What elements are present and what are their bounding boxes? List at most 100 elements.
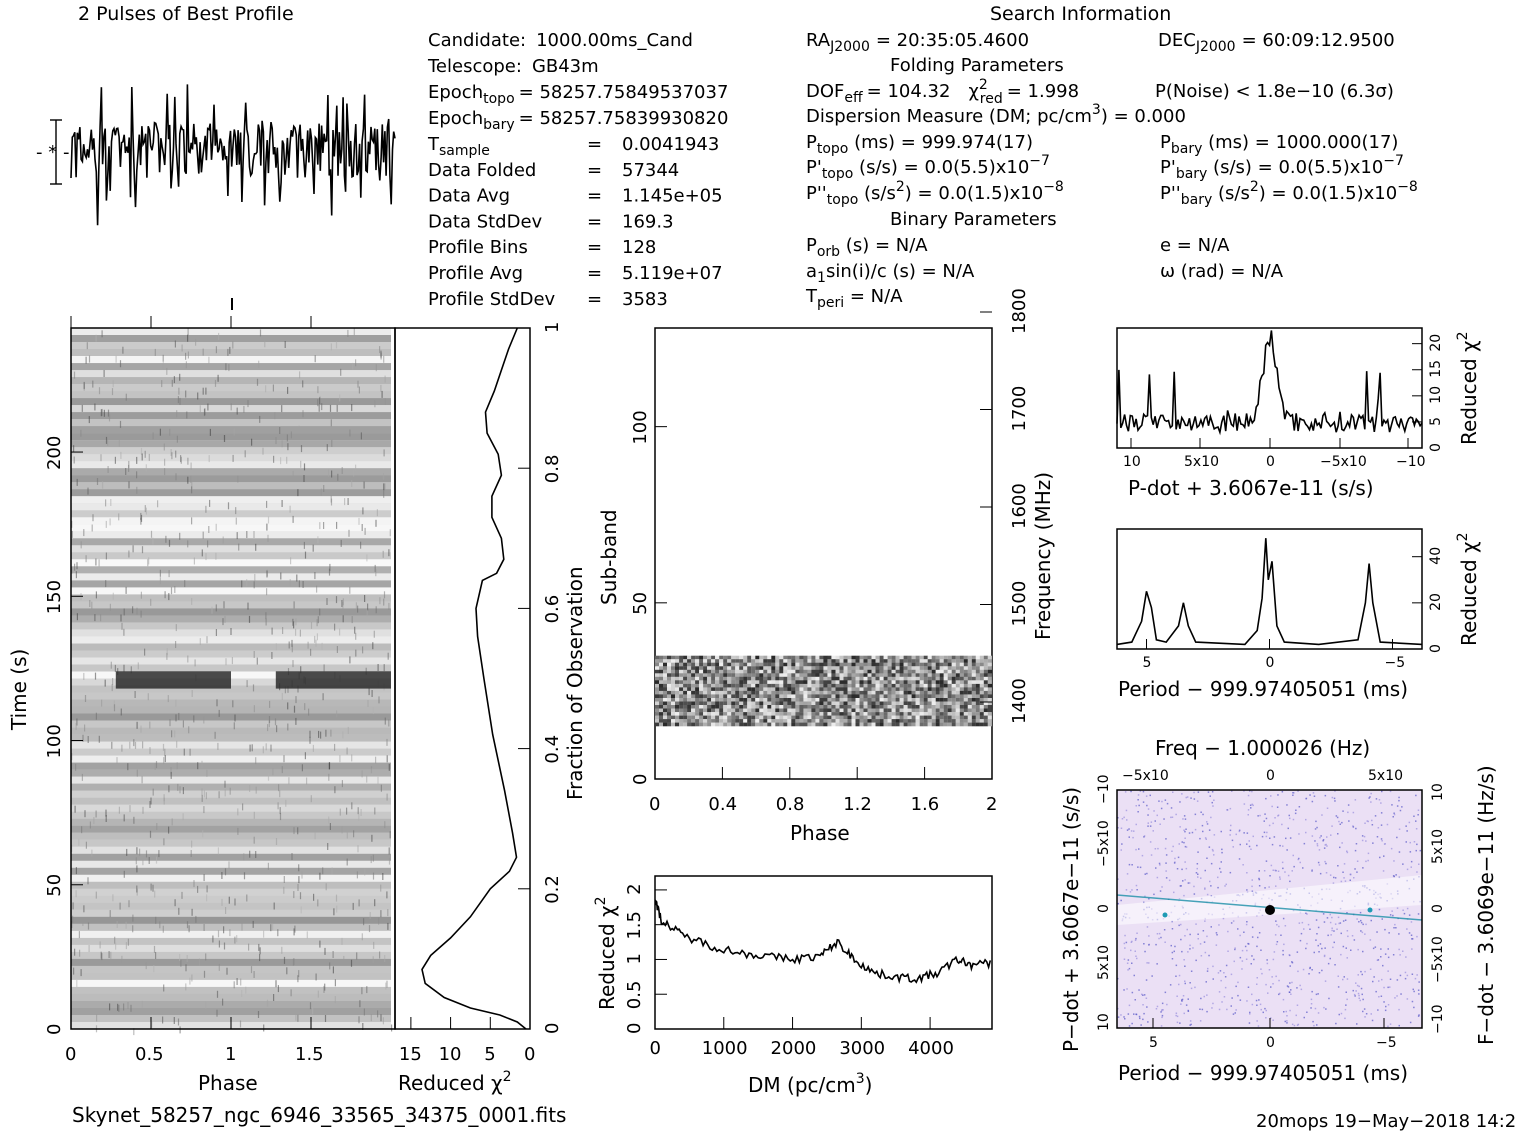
- stat-label-text: T: [427, 134, 440, 155]
- subband-cell: [751, 701, 756, 706]
- time-speckle: [371, 834, 373, 842]
- subband-cell: [747, 673, 752, 677]
- subband-cell: [691, 655, 696, 660]
- ppdot-speckle: [1159, 890, 1162, 892]
- time-speckle: [181, 344, 183, 352]
- subband-cell: [895, 722, 900, 727]
- subband-cell: [659, 669, 664, 674]
- subband-cell: [887, 694, 892, 699]
- subband-cell: [923, 680, 928, 684]
- subband-cell: [659, 662, 664, 667]
- time-speckle: [247, 400, 249, 408]
- ppdot-speckle: [1380, 838, 1383, 840]
- subband-cell: [895, 655, 900, 660]
- time-speckle: [204, 408, 206, 416]
- right-tick-label: −5x10: [1430, 936, 1446, 983]
- time-speckle: [351, 404, 353, 412]
- time-speckle: [249, 744, 251, 752]
- time-speckle: [258, 360, 260, 368]
- subband-cell: [815, 712, 820, 716]
- time-speckle: [130, 666, 132, 674]
- ppdot-speckle: [1329, 921, 1332, 924]
- subband-cell: [787, 655, 792, 660]
- ppdot-speckle: [1360, 921, 1363, 924]
- subband-cell: [715, 719, 720, 723]
- ppdot-speckle: [1337, 833, 1339, 835]
- subband-cell: [727, 708, 732, 713]
- ppdot-speckle: [1285, 1010, 1287, 1013]
- time-speckle: [286, 456, 288, 464]
- ppdot-speckle: [1258, 999, 1260, 1001]
- subband-cell: [987, 694, 992, 699]
- subband-cell: [791, 690, 796, 695]
- subband-cell: [803, 680, 808, 684]
- ppdot-panel: 5 0 −5−5x10 0 5x10105x100−5x10−10−10−5x1005x…: [1059, 736, 1498, 1085]
- subband-cell: [655, 712, 660, 716]
- time-speckle: [188, 925, 190, 933]
- subband-cell: [859, 715, 864, 720]
- ppdot-speckle: [1126, 962, 1129, 964]
- ppdot-speckle: [1354, 995, 1356, 997]
- subband-cell: [987, 669, 992, 674]
- subband-cell: [667, 687, 672, 692]
- time-speckle: [107, 438, 109, 446]
- freq-tick-label: 1600: [1009, 483, 1030, 529]
- subband-cell: [915, 701, 920, 706]
- ppdot-speckle: [1142, 1018, 1144, 1021]
- time-speckle: [118, 439, 120, 447]
- ppdot-speckle: [1146, 804, 1148, 807]
- time-speckle: [355, 632, 357, 640]
- ppdot-speckle: [1323, 1006, 1325, 1009]
- subband-cell: [659, 683, 664, 688]
- subband-cell: [887, 698, 892, 702]
- time-row: [71, 391, 391, 399]
- time-speckle: [230, 628, 232, 635]
- time-speckle: [100, 614, 102, 622]
- subband-cell: [739, 719, 744, 723]
- subband-cell: [843, 662, 848, 667]
- ppdot-speckle: [1387, 948, 1389, 950]
- subband-cell: [931, 705, 936, 709]
- subband-cell: [707, 669, 712, 674]
- ppdot-speckle: [1369, 968, 1372, 970]
- ppdot-speckle: [1285, 837, 1287, 840]
- time-row: [71, 790, 391, 798]
- ppdot-speckle: [1320, 835, 1322, 837]
- time-speckle: [123, 664, 125, 672]
- ppdot-speckle: [1220, 861, 1222, 863]
- subband-cell: [831, 673, 836, 677]
- ppdot-speckle: [1146, 872, 1148, 875]
- subband-cell: [987, 659, 992, 663]
- subband-cell: [899, 708, 904, 713]
- ppdot-speckle: [1156, 933, 1159, 935]
- ppdot-speckle: [1312, 792, 1315, 794]
- subband-cell: [911, 708, 916, 713]
- ppdot-speckle: [1256, 844, 1258, 847]
- subband-cell: [935, 708, 940, 713]
- subband-cell: [859, 662, 864, 667]
- svg-text:Dispersion Measure (DM; pc/cm3: Dispersion Measure (DM; pc/cm3) = 0.000: [806, 102, 1186, 127]
- time-speckle: [231, 657, 233, 665]
- time-speckle: [341, 600, 343, 607]
- time-speckle: [347, 498, 349, 505]
- ppdot-speckle: [1412, 988, 1414, 991]
- subband-cell: [791, 694, 796, 699]
- time-speckle: [71, 566, 73, 574]
- subband-cell: [719, 690, 724, 695]
- subband-cell: [791, 701, 796, 706]
- time-speckle: [262, 746, 264, 754]
- time-speckle: [118, 806, 120, 814]
- stat-label-text: Profile Bins: [428, 237, 528, 258]
- time-speckle: [205, 505, 207, 513]
- subband-cell: [987, 666, 992, 670]
- subband-cell: [831, 676, 836, 681]
- subband-cell: [663, 655, 668, 660]
- ppdot-speckle: [1204, 888, 1206, 890]
- ppdot-speckle: [1171, 920, 1173, 923]
- subband-cell: [655, 662, 660, 667]
- ppdot-speckle: [1224, 976, 1227, 978]
- ppdot-speckle: [1275, 975, 1277, 978]
- time-speckle: [217, 930, 220, 938]
- ppdot-speckle: [1272, 822, 1274, 825]
- ppdot-speckle: [1282, 949, 1284, 952]
